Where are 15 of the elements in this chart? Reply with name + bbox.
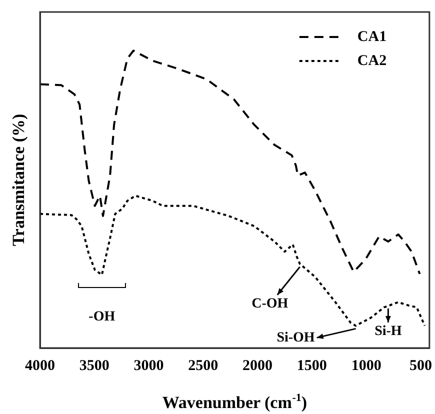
x-tick-label: 3500 — [79, 358, 110, 374]
y-axis-title: Transmitance (%) — [9, 114, 28, 246]
annotation: Si-OH — [276, 330, 315, 346]
x-tick-label: 1000 — [351, 358, 382, 374]
annotation: -OH — [88, 309, 116, 324]
x-tick-label: 4000 — [25, 358, 55, 374]
annotation: C-OH — [252, 296, 288, 312]
annotation: Si-H — [374, 324, 402, 340]
legend-label: CA2 — [357, 52, 387, 69]
x-tick-label: 2500 — [188, 358, 218, 374]
x-tick-label: 3000 — [134, 358, 164, 374]
legend-label: CA1 — [357, 28, 387, 45]
x-tick-label: 1500 — [296, 358, 327, 374]
x-tick-label: 2000 — [242, 358, 273, 374]
x-tick-label: 500 — [409, 358, 432, 374]
